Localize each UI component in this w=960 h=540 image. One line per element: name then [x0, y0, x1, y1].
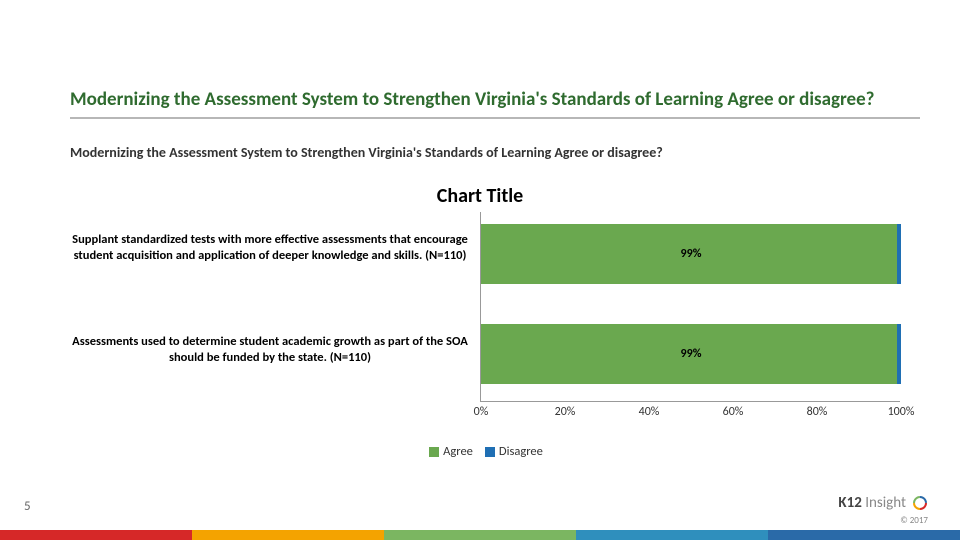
category-label-1: Assessments used to determine student ac…: [70, 334, 470, 365]
xaxis-tick: 40%: [639, 405, 660, 419]
plot-area: 99%99%0%20%40%60%80%100%: [480, 212, 900, 402]
brand-text: K12 Insight: [838, 494, 906, 512]
legend-label: Agree: [443, 444, 473, 459]
page-title: Modernizing the Assessment System to Str…: [70, 88, 920, 111]
subtitle: Modernizing the Assessment System to Str…: [70, 144, 920, 161]
brand: K12 Insight: [838, 494, 928, 512]
legend-swatch: [485, 447, 495, 457]
title-block: Modernizing the Assessment System to Str…: [70, 88, 920, 119]
xaxis-tick: 80%: [807, 405, 828, 419]
footer-stripe-segment: [576, 530, 768, 540]
legend-swatch: [429, 447, 439, 457]
xaxis-tick: 60%: [723, 405, 744, 419]
chart-title: Chart Title: [0, 184, 960, 208]
title-underline: [70, 117, 920, 119]
brand-logo-icon: [912, 495, 928, 511]
footer-stripe-segment: [192, 530, 384, 540]
xaxis-tick: 0%: [474, 405, 489, 419]
bar-row-1: 99%: [481, 324, 900, 384]
xaxis-tick: 20%: [555, 405, 576, 419]
xaxis-tick: 100%: [888, 405, 915, 419]
category-label-0: Supplant standardized tests with more ef…: [70, 232, 470, 263]
footer-stripe-segment: [0, 530, 192, 540]
legend-label: Disagree: [499, 444, 543, 459]
chart: Supplant standardized tests with more ef…: [70, 212, 900, 424]
copyright: © 2017: [900, 515, 928, 526]
footer-stripe: [0, 530, 960, 540]
footer-stripe-segment: [384, 530, 576, 540]
bar-row-0: 99%: [481, 224, 900, 284]
footer-stripe-segment: [768, 530, 960, 540]
slide: Modernizing the Assessment System to Str…: [0, 0, 960, 540]
page-number: 5: [24, 499, 31, 514]
bar-value-label: 99%: [481, 247, 901, 261]
bar-value-label: 99%: [481, 347, 901, 361]
legend: Agree Disagree: [0, 444, 960, 459]
